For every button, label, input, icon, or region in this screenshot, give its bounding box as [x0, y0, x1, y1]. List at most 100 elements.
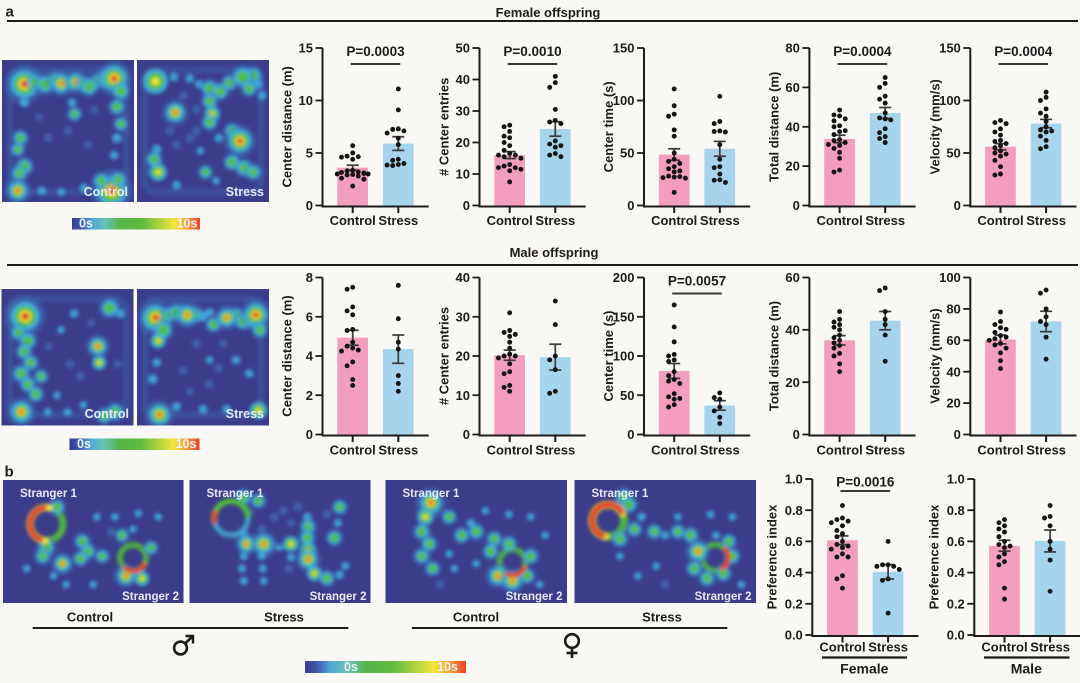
svg-text:50: 50 — [620, 146, 634, 161]
svg-text:Stress: Stress — [1026, 443, 1066, 458]
svg-text:Female offspring: Female offspring — [496, 5, 601, 20]
svg-text:100: 100 — [939, 93, 961, 108]
svg-text:a: a — [6, 4, 15, 21]
svg-text:b: b — [5, 464, 14, 481]
svg-text:Control: Control — [84, 185, 128, 199]
svg-text:10s: 10s — [176, 437, 197, 451]
svg-text:0.6: 0.6 — [947, 534, 965, 549]
svg-text:0.0: 0.0 — [947, 628, 965, 643]
svg-text:Stress: Stress — [264, 610, 304, 625]
svg-text:30: 30 — [456, 104, 470, 119]
svg-text:P=0.0004: P=0.0004 — [833, 44, 892, 59]
svg-text:Stress: Stress — [700, 443, 740, 458]
svg-text:50: 50 — [620, 388, 634, 403]
svg-text:1.0: 1.0 — [785, 472, 803, 487]
svg-text:Control: Control — [651, 213, 697, 228]
svg-text:0.6: 0.6 — [785, 534, 803, 549]
svg-text:10s: 10s — [177, 216, 198, 230]
svg-text:P=0.0004: P=0.0004 — [994, 44, 1053, 59]
svg-text:Stranger 2: Stranger 2 — [310, 591, 367, 603]
svg-text:0.4: 0.4 — [947, 565, 966, 580]
svg-text:80: 80 — [785, 41, 799, 56]
svg-text:20: 20 — [785, 159, 799, 174]
svg-text:Control: Control — [85, 407, 129, 421]
svg-text:P=0.0057: P=0.0057 — [668, 274, 726, 289]
svg-text:0: 0 — [463, 427, 470, 442]
svg-text:Stranger 1: Stranger 1 — [207, 488, 264, 500]
svg-text:0: 0 — [627, 427, 634, 442]
svg-text:40: 40 — [946, 364, 960, 379]
svg-text:Stress: Stress — [865, 213, 905, 228]
svg-text:20: 20 — [946, 396, 960, 411]
svg-text:P=0.0010: P=0.0010 — [503, 44, 561, 59]
svg-text:Stress: Stress — [535, 213, 575, 228]
svg-text:4: 4 — [306, 349, 314, 364]
svg-text:# Center entries: # Center entries — [437, 78, 452, 176]
svg-text:1.0: 1.0 — [947, 472, 965, 487]
svg-text:Stranger 1: Stranger 1 — [403, 488, 460, 500]
svg-text:2: 2 — [306, 388, 313, 403]
svg-text:Control: Control — [651, 443, 697, 458]
svg-text:50: 50 — [456, 41, 470, 56]
svg-text:20: 20 — [785, 375, 799, 390]
svg-text:Stranger 1: Stranger 1 — [20, 488, 77, 500]
svg-text:Stress: Stress — [1026, 213, 1066, 228]
svg-text:Stress: Stress — [865, 443, 905, 458]
svg-text:Stranger 2: Stranger 2 — [695, 591, 752, 603]
svg-text:Stress: Stress — [535, 443, 575, 458]
svg-text:Control: Control — [453, 610, 499, 625]
svg-text:40: 40 — [456, 270, 470, 285]
svg-text:150: 150 — [613, 309, 635, 324]
svg-text:0.2: 0.2 — [785, 596, 803, 611]
svg-text:P=0.0003: P=0.0003 — [346, 44, 405, 59]
svg-text:0.0: 0.0 — [785, 628, 803, 643]
svg-text:0.8: 0.8 — [785, 503, 803, 518]
svg-text:0s: 0s — [79, 216, 93, 230]
svg-text:150: 150 — [939, 41, 961, 56]
svg-text:60: 60 — [785, 80, 799, 95]
svg-text:Control: Control — [330, 443, 376, 458]
svg-text:150: 150 — [613, 41, 635, 56]
svg-text:Control: Control — [977, 213, 1023, 228]
svg-text:0s: 0s — [344, 660, 358, 674]
svg-text:0.4: 0.4 — [785, 565, 804, 580]
svg-text:0: 0 — [793, 427, 800, 442]
svg-text:Stress: Stress — [378, 443, 418, 458]
svg-text:Stranger 2: Stranger 2 — [506, 591, 563, 603]
svg-text:P=0.0016: P=0.0016 — [836, 475, 895, 490]
svg-text:Center distance (m): Center distance (m) — [280, 295, 295, 416]
svg-text:Center time (s): Center time (s) — [601, 81, 616, 172]
svg-text:Female: Female — [840, 661, 888, 677]
svg-text:Center time (s): Center time (s) — [601, 310, 616, 401]
svg-text:30: 30 — [456, 309, 470, 324]
svg-text:Stress: Stress — [700, 213, 740, 228]
svg-text:0.8: 0.8 — [947, 503, 965, 518]
svg-text:Center distance (m): Center distance (m) — [280, 66, 295, 187]
svg-text:Total distance (m): Total distance (m) — [766, 72, 781, 182]
svg-text:0: 0 — [954, 427, 961, 442]
svg-text:6: 6 — [306, 309, 313, 324]
svg-text:200: 200 — [613, 270, 635, 285]
svg-text:Stress: Stress — [226, 407, 264, 421]
svg-text:Control: Control — [977, 443, 1023, 458]
svg-text:Stranger 1: Stranger 1 — [592, 488, 649, 500]
svg-text:100: 100 — [613, 349, 635, 364]
svg-text:Control: Control — [330, 213, 376, 228]
svg-text:Total distance (m): Total distance (m) — [766, 301, 781, 411]
svg-text:8: 8 — [306, 270, 313, 285]
svg-text:40: 40 — [456, 72, 470, 87]
svg-text:0.2: 0.2 — [947, 596, 965, 611]
svg-text:5: 5 — [306, 146, 313, 161]
svg-text:10: 10 — [456, 388, 470, 403]
svg-text:10: 10 — [299, 93, 313, 108]
svg-text:50: 50 — [946, 146, 960, 161]
svg-text:# Center entries: # Center entries — [437, 307, 452, 405]
svg-text:60: 60 — [785, 270, 799, 285]
svg-text:Control: Control — [816, 213, 862, 228]
svg-text:0: 0 — [954, 198, 961, 213]
svg-text:0s: 0s — [77, 437, 91, 451]
svg-text:0: 0 — [627, 198, 634, 213]
svg-text:Male offspring: Male offspring — [510, 245, 599, 260]
svg-text:Preference index: Preference index — [926, 504, 941, 610]
svg-text:0: 0 — [306, 427, 313, 442]
